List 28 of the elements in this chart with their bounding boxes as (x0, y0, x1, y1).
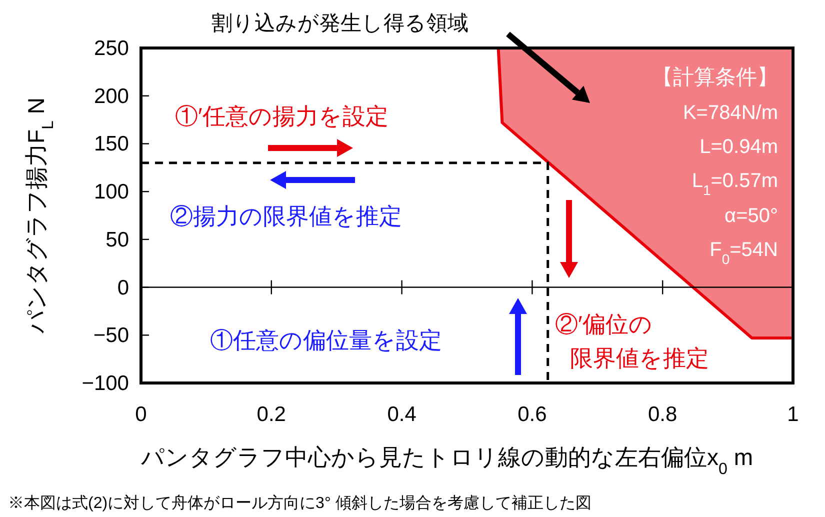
annotation: ①′任意の揚力を設定 (175, 103, 388, 129)
x-tick-label: 0 (135, 403, 147, 426)
x-tick-label: 0.2 (256, 403, 286, 426)
x-axis-title: パンタグラフ中心から見たトロリ線の動的な左右偏位x$_{0}$ m (140, 444, 754, 478)
x-tick-label: 1 (787, 403, 799, 426)
annotation: F$_{0}$=54N (710, 239, 778, 267)
annotation: L$_{1}$=0.57m (692, 170, 778, 198)
y-tick-label: 250 (94, 37, 129, 60)
y-tick-label: −100 (82, 372, 129, 395)
y-tick-label: −50 (93, 324, 129, 348)
annotation: K=784N/m (682, 102, 778, 124)
annotation: ①任意の偏位量を設定 (210, 327, 442, 353)
annotation: α=50° (724, 205, 778, 227)
text: 割り込みが発生し得る領域 (212, 12, 468, 35)
x-tick-label: 0.8 (648, 403, 678, 426)
y-tick-label: 200 (94, 84, 129, 108)
annotation: ②揚力の限界値を推定 (170, 203, 402, 229)
annotation: ②′偏位の (555, 311, 652, 337)
y-tick-label: 0 (117, 276, 129, 300)
x-tick-label: 0.4 (387, 403, 417, 426)
annotation: L=0.94m (700, 136, 778, 158)
y-tick-label: 100 (94, 180, 129, 204)
text: ※本図は式(2)に対して舟体がロール方向に3° 傾斜した場合を考慮して補正した図 (8, 494, 592, 512)
x-tick-label: 0.6 (518, 403, 547, 426)
annotation: 【計算条件】 (652, 66, 778, 89)
y-tick-label: 150 (94, 132, 129, 156)
annotation: 限界値を推定 (570, 345, 709, 371)
y-tick-label: 50 (106, 228, 129, 252)
